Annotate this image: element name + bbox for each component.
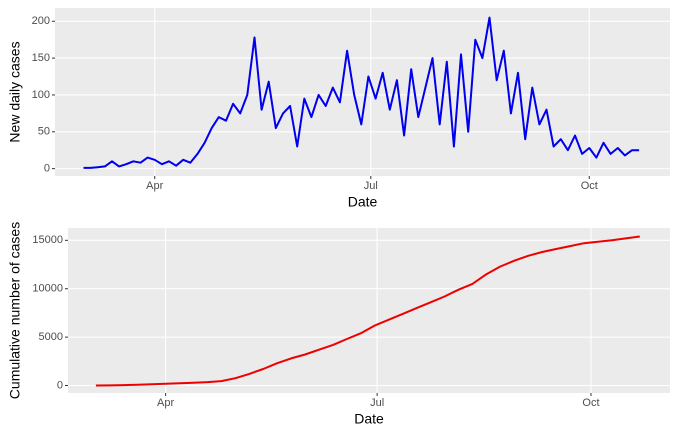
x-tick-label: Apr [146,180,163,192]
y-axis-title: New daily cases [7,41,23,142]
x-tick-label: Oct [581,180,598,192]
y-tick-label: 0 [57,379,63,391]
y-tick-label: 200 [32,15,50,27]
plot-panel [68,228,670,393]
y-tick-label: 15000 [32,234,63,246]
y-tick-label: 5000 [39,331,63,343]
data-line [83,16,640,169]
y-tick-label: 50 [38,126,50,138]
y-axis-title: Cumulative number of cases [7,222,23,399]
x-tick-label: Jul [370,397,384,409]
x-axis-title: Date [354,411,384,427]
y-tick-label: 10000 [32,283,63,295]
y-tick-label: 0 [44,163,50,175]
y-tick-label: 150 [32,52,50,64]
x-tick-label: Oct [582,397,599,409]
x-tick-label: Jul [364,180,378,192]
plot-panel [55,8,670,176]
data-line [95,235,640,387]
x-tick-label: Apr [157,397,174,409]
x-axis-title: Date [348,194,378,210]
y-tick-label: 100 [32,89,50,101]
